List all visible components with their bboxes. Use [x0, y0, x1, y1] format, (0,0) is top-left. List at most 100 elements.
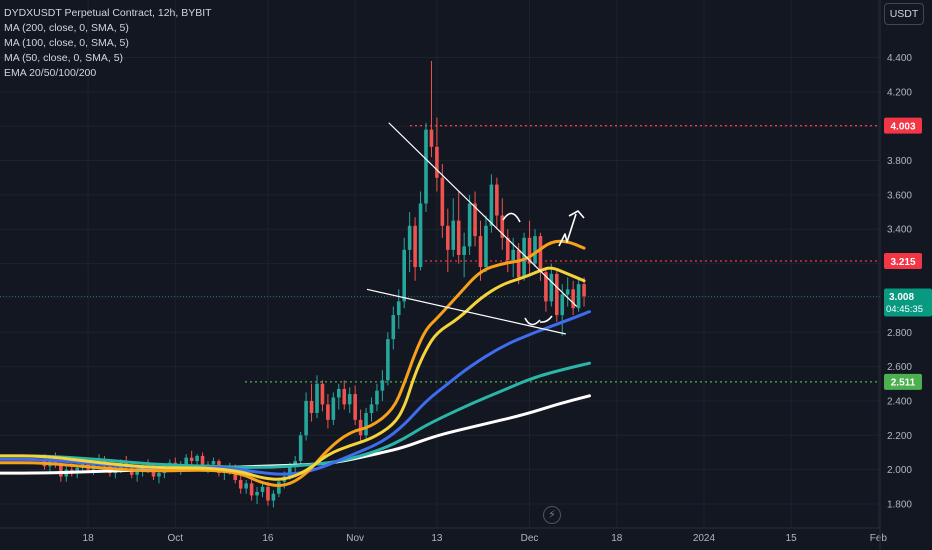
last-price-value: 3.008: [889, 292, 914, 303]
legend-ma-200[interactable]: MA (200, close, 0, SMA, 5): [4, 22, 129, 34]
candle-up[interactable]: [244, 483, 248, 489]
ma-100-line[interactable]: [0, 361, 591, 469]
resistance-level-tag: [884, 117, 922, 134]
candle-up[interactable]: [549, 273, 554, 302]
y-tick-label: 2.400: [887, 396, 912, 407]
candle-up[interactable]: [391, 315, 396, 340]
y-tick-label: 1.800: [887, 500, 912, 511]
legend-ma-50[interactable]: MA (50, close, 0, SMA, 5): [4, 52, 124, 64]
support-level-tag: [884, 373, 922, 390]
candle-up[interactable]: [347, 394, 352, 405]
candle-up[interactable]: [157, 473, 161, 477]
candle-up[interactable]: [277, 481, 281, 494]
candle-down[interactable]: [555, 273, 559, 316]
arc-annotation-top[interactable]: [502, 212, 521, 223]
candle-down[interactable]: [326, 404, 330, 420]
candle-up[interactable]: [315, 383, 319, 413]
candle-up[interactable]: [424, 129, 428, 204]
candle-up[interactable]: [331, 397, 336, 420]
candle-up[interactable]: [522, 237, 526, 278]
candle-up[interactable]: [484, 225, 488, 268]
ema-50-line[interactable]: [0, 266, 586, 481]
candle-down[interactable]: [358, 419, 363, 436]
candle-down[interactable]: [500, 215, 505, 238]
candle-up[interactable]: [135, 471, 139, 475]
candle-down[interactable]: [495, 184, 499, 216]
candle-up[interactable]: [576, 284, 581, 309]
candle-down[interactable]: [582, 284, 586, 297]
candle-down[interactable]: [435, 146, 439, 178]
candle-down[interactable]: [353, 394, 357, 420]
candle-down[interactable]: [429, 129, 434, 147]
candle-down[interactable]: [538, 236, 543, 273]
candle-up[interactable]: [364, 412, 368, 436]
candle-down[interactable]: [571, 289, 575, 309]
legend-ma-100[interactable]: MA (100, close, 0, SMA, 5): [4, 37, 129, 49]
candle-down[interactable]: [516, 249, 521, 278]
candle-down[interactable]: [505, 237, 510, 261]
candle-up[interactable]: [260, 486, 265, 492]
candle-down[interactable]: [238, 479, 243, 489]
candle-up[interactable]: [184, 457, 188, 465]
candle-up[interactable]: [195, 455, 199, 462]
descending-trendline[interactable]: [388, 122, 578, 307]
candle-up[interactable]: [287, 466, 292, 477]
candle-down[interactable]: [413, 225, 417, 268]
candle-down[interactable]: [59, 464, 63, 477]
candle-down[interactable]: [544, 272, 548, 302]
candle-up[interactable]: [386, 339, 390, 381]
candle-down[interactable]: [266, 486, 270, 501]
candle-up[interactable]: [418, 203, 423, 268]
legend-ema[interactable]: EMA 20/50/100/200: [4, 67, 97, 79]
arc-annotation-bottom[interactable]: [524, 317, 541, 326]
candle-up[interactable]: [271, 493, 276, 501]
candle-up[interactable]: [489, 184, 494, 226]
candle-up[interactable]: [75, 467, 79, 474]
candle-down[interactable]: [456, 220, 461, 255]
candle-down[interactable]: [473, 203, 477, 237]
candle-down[interactable]: [200, 455, 205, 467]
candle-down[interactable]: [527, 237, 532, 264]
legend-title[interactable]: DYDXUSDT Perpetual Contract, 12h, BYBIT: [4, 7, 212, 19]
candle-up[interactable]: [560, 294, 565, 316]
candle-up[interactable]: [369, 404, 374, 413]
candle-up[interactable]: [402, 249, 406, 302]
candle-up[interactable]: [407, 225, 412, 250]
y-tick-label: 3.600: [887, 190, 912, 201]
candle-up[interactable]: [462, 246, 466, 255]
projection-arrow[interactable]: [558, 213, 577, 247]
arc-annotation-bottom-2[interactable]: [539, 315, 553, 323]
candle-up[interactable]: [293, 461, 297, 467]
candle-up[interactable]: [451, 220, 456, 250]
candle-down[interactable]: [342, 388, 347, 405]
candle-down[interactable]: [249, 483, 254, 496]
candle-up[interactable]: [467, 203, 472, 247]
candle-down[interactable]: [446, 225, 450, 250]
y-tick-label: 2.200: [887, 431, 912, 442]
candle-up[interactable]: [255, 491, 259, 496]
candle-down[interactable]: [478, 236, 483, 268]
candle-up[interactable]: [396, 301, 401, 316]
candle-up[interactable]: [337, 388, 341, 398]
candle-up[interactable]: [380, 380, 385, 391]
candle-up[interactable]: [533, 236, 537, 264]
candle-down[interactable]: [320, 383, 325, 405]
lower-trendline[interactable]: [366, 288, 566, 335]
candle-down[interactable]: [440, 177, 445, 226]
lightning-icon[interactable]: ⚡︎: [543, 506, 561, 524]
candle-up[interactable]: [511, 249, 515, 261]
candle-down[interactable]: [309, 400, 314, 413]
candle-up[interactable]: [211, 461, 216, 465]
candle-up[interactable]: [304, 400, 308, 436]
candle-down[interactable]: [151, 469, 156, 477]
currency-button[interactable]: USDT: [884, 3, 924, 25]
candle-down[interactable]: [189, 457, 194, 462]
candle-up[interactable]: [375, 390, 379, 405]
x-tick-label: 15: [786, 533, 798, 544]
candle-up[interactable]: [565, 289, 570, 295]
last-price-countdown: 04:45:35: [886, 304, 923, 315]
ema-20-line[interactable]: [0, 239, 586, 487]
candle-up[interactable]: [298, 435, 303, 462]
